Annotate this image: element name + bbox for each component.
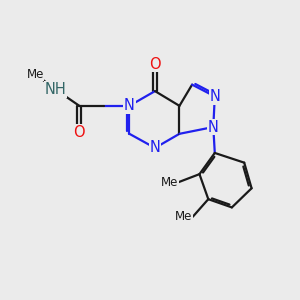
Text: N: N	[124, 98, 135, 113]
Text: Me: Me	[175, 210, 193, 223]
Text: O: O	[74, 125, 85, 140]
Text: N: N	[150, 140, 160, 155]
Text: NH: NH	[45, 82, 67, 97]
Text: N: N	[208, 119, 219, 134]
Text: N: N	[209, 89, 220, 104]
Text: Me: Me	[26, 68, 44, 80]
Text: O: O	[149, 56, 161, 71]
Text: Me: Me	[160, 176, 178, 189]
